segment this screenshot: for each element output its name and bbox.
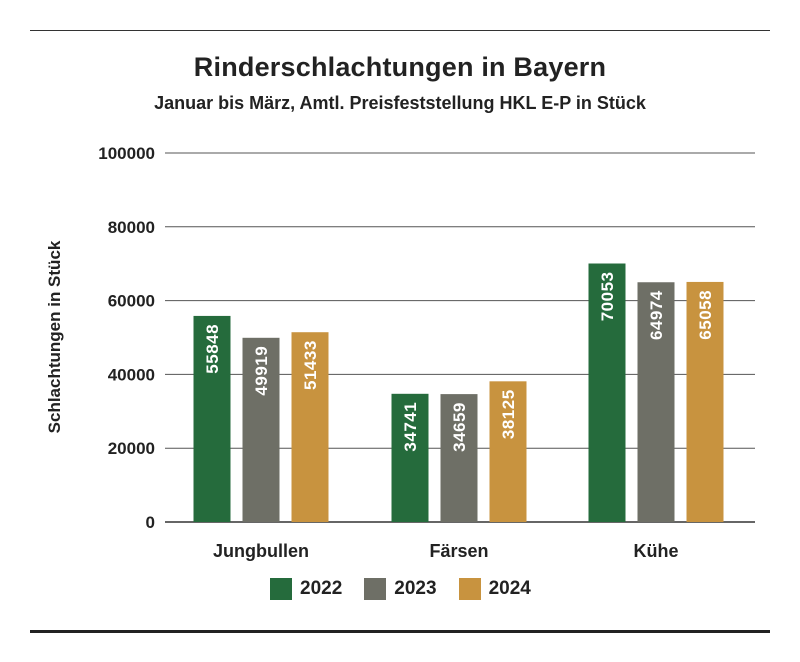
bar-value-label: 70053 (598, 272, 617, 322)
bar-value-label: 55848 (203, 324, 222, 374)
y-axis-label: Schlachtungen in Stück (45, 240, 64, 433)
top-rule (30, 30, 770, 31)
y-tick-label: 60000 (108, 292, 155, 311)
y-tick-label: 0 (146, 513, 155, 532)
y-tick-labels: 0 20000 40000 60000 80000 100000 (98, 144, 155, 532)
bar-2023-färsen (440, 394, 478, 522)
bar-2023-kühe (637, 282, 675, 522)
legend-swatch-2023 (364, 578, 387, 600)
bar-value-label: 51433 (301, 340, 320, 390)
chart-title: Rinderschlachtungen in Bayern (193, 52, 607, 82)
category-label: Jungbullen (213, 541, 309, 561)
bar-2024-kühe (686, 281, 724, 522)
bar-value-label: 64974 (647, 290, 666, 340)
bar-value-label: 34659 (450, 402, 469, 452)
legend-label-2022: 2022 (300, 578, 343, 599)
y-tick-label: 20000 (108, 439, 155, 458)
bar-2024-färsen (489, 381, 527, 522)
bar-2023-jungbullen (242, 337, 280, 522)
bar-value-label: 38125 (499, 389, 518, 439)
y-tick-label: 80000 (108, 218, 155, 237)
legend-swatch-2022 (270, 578, 292, 600)
bar-value-label: 65058 (696, 290, 715, 340)
bar-2022-kühe (588, 263, 626, 522)
legend-swatch-2024 (458, 578, 481, 600)
legend: 2022 2023 2024 (270, 578, 553, 600)
category-label: Färsen (429, 541, 488, 561)
legend-item-2024: 2024 (458, 578, 531, 600)
bar-2024-jungbullen (291, 332, 329, 522)
bar-2022-färsen (391, 393, 429, 522)
legend-label-2023: 2023 (394, 578, 437, 599)
legend-item-2023: 2023 (364, 578, 437, 600)
category-labels: Jungbullen Färsen Kühe (213, 541, 679, 561)
category-label: Kühe (634, 541, 679, 561)
legend-item-2022: 2022 (270, 578, 342, 600)
chart-subtitle: Januar bis März, Amtl. Preisfeststellung… (154, 93, 646, 113)
bar-2022-jungbullen (193, 315, 231, 522)
y-tick-label: 100000 (98, 144, 155, 163)
bars: 55848 49919 51433 34741 34659 38125 70053 64974… (193, 263, 724, 522)
y-tick-label: 40000 (108, 365, 155, 384)
bar-value-label: 34741 (401, 402, 420, 452)
bar-value-label: 49919 (252, 346, 271, 396)
bottom-rule (30, 630, 770, 633)
legend-label-2024: 2024 (488, 578, 531, 599)
